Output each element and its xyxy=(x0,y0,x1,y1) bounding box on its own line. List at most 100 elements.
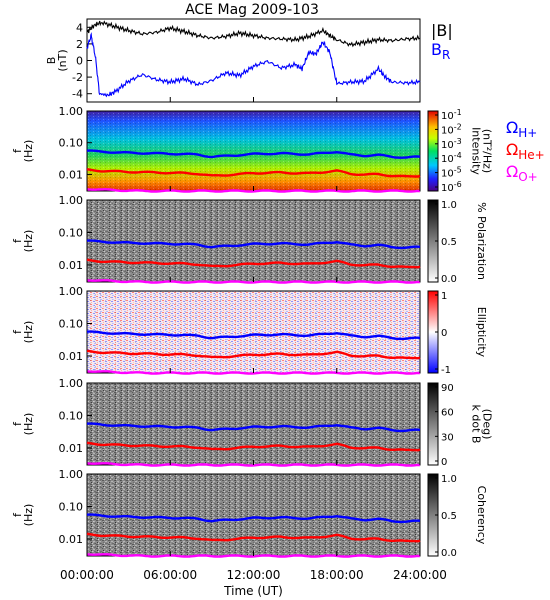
colorbar-label-line: Intensity xyxy=(470,127,483,175)
freq-tick-label: 0.01 xyxy=(59,442,84,455)
colorbar-tick-label: -1 xyxy=(441,365,451,376)
colorbar-tick-label: 1.0 xyxy=(441,200,457,211)
colorbar-label: % Polarization xyxy=(475,202,488,280)
freq-tick-label: 0.01 xyxy=(59,259,84,272)
time-axis: 00:00:00 06:00:00 12:00:00 18:00:00 24:00:00… xyxy=(60,97,447,598)
legend-o: ΩO+ xyxy=(506,162,538,184)
cyclotron-line-He xyxy=(86,532,421,543)
magnetic-field-panel: 4 2 0 -2 -4 B(nT) |B|BR xyxy=(45,18,453,103)
legend-h: ΩH+ xyxy=(506,118,537,140)
freq-ylabel-main: f xyxy=(11,148,24,153)
colorbar-tick-label: 0 xyxy=(441,457,447,468)
freq-ylabel-main: f xyxy=(11,329,24,334)
field-ylabel-unit: (nT) xyxy=(56,49,69,71)
colorbar-intensity xyxy=(427,110,439,192)
colorbar-label-line: Coherency xyxy=(475,486,488,545)
spectrogram-texture-polarization xyxy=(87,200,420,282)
freq-tick-label: 0.10 xyxy=(59,227,84,240)
freq-tick-label: 0.01 xyxy=(59,533,84,546)
time-tick-label: 24:00:00 xyxy=(393,568,447,582)
colorbar-label: Intensity(nT²/Hz) xyxy=(470,127,494,175)
cyclotron-line-H xyxy=(86,239,421,250)
freq-ylabel-unit: (Hz) xyxy=(22,321,35,344)
freq-ylabel-main: f xyxy=(11,238,24,243)
colorbar-label: Coherency xyxy=(475,486,488,545)
cyclotron-line-O xyxy=(86,462,421,467)
freq-ylabel: f(Hz) xyxy=(11,140,35,163)
colorbar-tick-label: 0.0 xyxy=(441,274,457,285)
time-tick-label: 06:00:00 xyxy=(143,568,197,582)
colorbar-tick-label: 30 xyxy=(441,432,454,443)
freq-ylabel: f(Hz) xyxy=(11,413,35,436)
freq-tick-label: 1.00 xyxy=(59,285,84,298)
colorbar-label-line: (Deg) xyxy=(481,409,494,440)
panel-coherency: 1.00 0.10 0.01 f(Hz) 1.0 0.5 0.0 Coherency xyxy=(11,468,488,559)
freq-tick-label: 1.00 xyxy=(59,194,84,207)
cyclotron-line-O xyxy=(86,370,421,375)
freq-tick-label: 1.00 xyxy=(59,468,84,481)
spectrogram-texture-intensity xyxy=(87,111,420,191)
cyclotron-line-H xyxy=(86,330,421,341)
cyclotron-line-O xyxy=(86,279,421,284)
freq-ylabel: f(Hz) xyxy=(11,504,35,527)
series-line-Bmag xyxy=(86,20,421,48)
cyclotron-line-O xyxy=(86,553,421,558)
cyclotron-line-H xyxy=(86,513,421,524)
colorbar-tick-label: 0 xyxy=(441,328,447,339)
freq-tick-label: 0.10 xyxy=(59,501,84,514)
freq-ylabel-unit: (Hz) xyxy=(22,413,35,436)
panel-intensity: 1.00 0.10 0.01 f(Hz) 10-110-210-310-410-510-… xyxy=(11,105,545,194)
cyclotron-line-He xyxy=(86,349,421,360)
colorbar-label: k dot B(Deg) xyxy=(470,405,494,444)
colorbar-tick-label: 60 xyxy=(441,408,454,419)
colorbar-label-line: (nT²/Hz) xyxy=(481,129,494,173)
freq-ylabel-main: f xyxy=(11,421,24,426)
time-tick-label: 18:00:00 xyxy=(310,568,364,582)
colorbar-tick-label: 0.0 xyxy=(441,548,457,559)
cyclotron-line-He xyxy=(86,441,421,452)
field-ytick-label: -4 xyxy=(72,88,83,101)
colorbar-label-line: % Polarization xyxy=(475,202,488,280)
time-tick-label: 12:00:00 xyxy=(227,568,281,582)
legend-bmag: |B| xyxy=(431,21,453,40)
spectrogram-texture-coherency xyxy=(87,474,420,556)
field-ylabel-main: B xyxy=(45,57,58,65)
colorbar-tick-label: 10-3 xyxy=(441,137,462,151)
chart-title: ACE Mag 2009-103 xyxy=(185,2,319,18)
cyclotron-line-He xyxy=(86,258,421,269)
freq-ylabel-main: f xyxy=(11,512,24,517)
colorbar-label: Ellipticity xyxy=(475,307,488,358)
field-plot-frame xyxy=(86,18,421,103)
spectrogram-panels: 1.000.100.01f(Hz)10-110-210-310-410-510-… xyxy=(11,105,545,559)
colorbar-tick-label: 90 xyxy=(441,383,454,394)
freq-tick-label: 0.01 xyxy=(59,350,84,363)
panel-polarization: 1.00 0.10 0.01 f(Hz) 1.0 0.5 0.0 % Polarization xyxy=(11,194,488,285)
colorbar-tick-label: 10-2 xyxy=(441,122,462,136)
cyclotron-line-He xyxy=(86,168,421,178)
freq-ylabel-unit: (Hz) xyxy=(22,504,35,527)
colorbar-tick-label: 10-6 xyxy=(441,180,462,194)
legend-br: BR xyxy=(431,40,450,62)
spectrogram-texture-kdotb xyxy=(87,383,420,465)
freq-tick-label: 0.01 xyxy=(59,168,84,181)
field-ytick-label: 2 xyxy=(76,38,83,51)
freq-tick-label: 1.00 xyxy=(59,377,84,390)
freq-ylabel: f(Hz) xyxy=(11,230,35,253)
colorbar-label-line: Ellipticity xyxy=(475,307,488,358)
field-ytick-label: 0 xyxy=(76,55,83,68)
freq-tick-label: 0.10 xyxy=(59,137,84,150)
colorbar-tick-label: 10-5 xyxy=(441,166,462,180)
colorbar-tick-label: 10-4 xyxy=(441,151,462,165)
series-line-BR xyxy=(86,31,421,98)
panel-kdotb: 1.00 0.10 0.01 f(Hz) 90 60 30 0 k dot B(Deg) xyxy=(11,377,494,468)
cyclotron-line-O xyxy=(86,188,421,193)
freq-ylabel: f(Hz) xyxy=(11,321,35,344)
time-tick-label: 00:00:00 xyxy=(60,568,114,582)
colorbar-tick-label: 0.5 xyxy=(441,511,457,522)
freq-tick-label: 0.10 xyxy=(59,318,84,331)
colorbar-tick-label: 10-1 xyxy=(441,108,462,122)
freq-ylabel-unit: (Hz) xyxy=(22,140,35,163)
freq-ylabel-unit: (Hz) xyxy=(22,230,35,253)
field-ylabel: B(nT) xyxy=(45,49,69,71)
